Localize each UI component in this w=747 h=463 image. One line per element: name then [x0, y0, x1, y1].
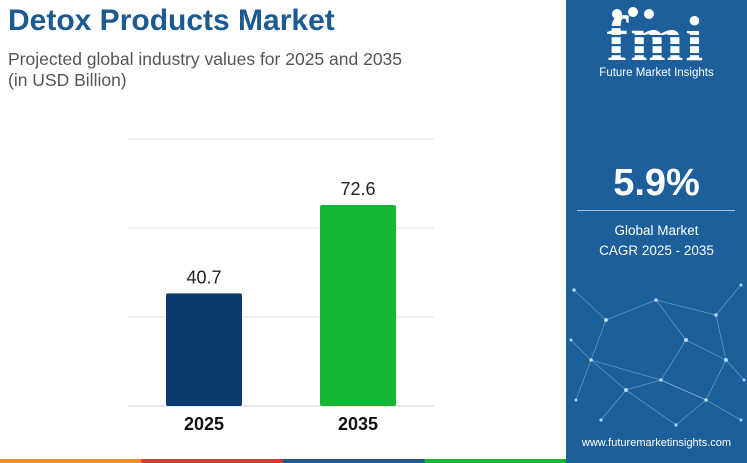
data-label-2035: 72.6	[340, 179, 375, 199]
footer-strip-segment	[0, 459, 142, 463]
brand-name: Future Market Insights	[599, 67, 714, 79]
bar-2035	[320, 205, 396, 406]
sidebar-panel	[566, 0, 747, 463]
fmi-logo: fmi	[570, 6, 743, 68]
network-graphic	[569, 283, 746, 427]
footer-strip-segment	[424, 459, 566, 463]
data-label-2025: 40.7	[186, 267, 221, 287]
subtitle-line-2: (in USD Billion)	[8, 70, 127, 90]
footer-color-strip	[0, 459, 566, 463]
chart-title: Detox Products Market	[8, 4, 335, 37]
x-tick-label-2035: 2035	[338, 414, 378, 434]
bar-2025	[166, 293, 242, 406]
subtitle-line-1: Projected global industry values for 202…	[8, 49, 403, 69]
chart-subtitle: Projected global industry values for 202…	[8, 49, 402, 91]
x-tick-label-2025: 2025	[184, 414, 224, 434]
cagr-label: Global Market CAGR 2025 - 2035	[566, 221, 747, 261]
cagr-label-line-1: Global Market	[614, 223, 699, 238]
cagr-divider	[577, 210, 735, 211]
footer-strip-segment	[141, 459, 284, 463]
cagr-value: 5.9%	[613, 162, 700, 204]
website-link[interactable]: www.futuremarketinsights.com	[581, 437, 732, 449]
footer-strip-segment	[283, 459, 425, 463]
cagr-label-line-2: CAGR 2025 - 2035	[599, 243, 714, 258]
bar-chart: 40.7 2025 72.6 2035	[128, 138, 434, 434]
